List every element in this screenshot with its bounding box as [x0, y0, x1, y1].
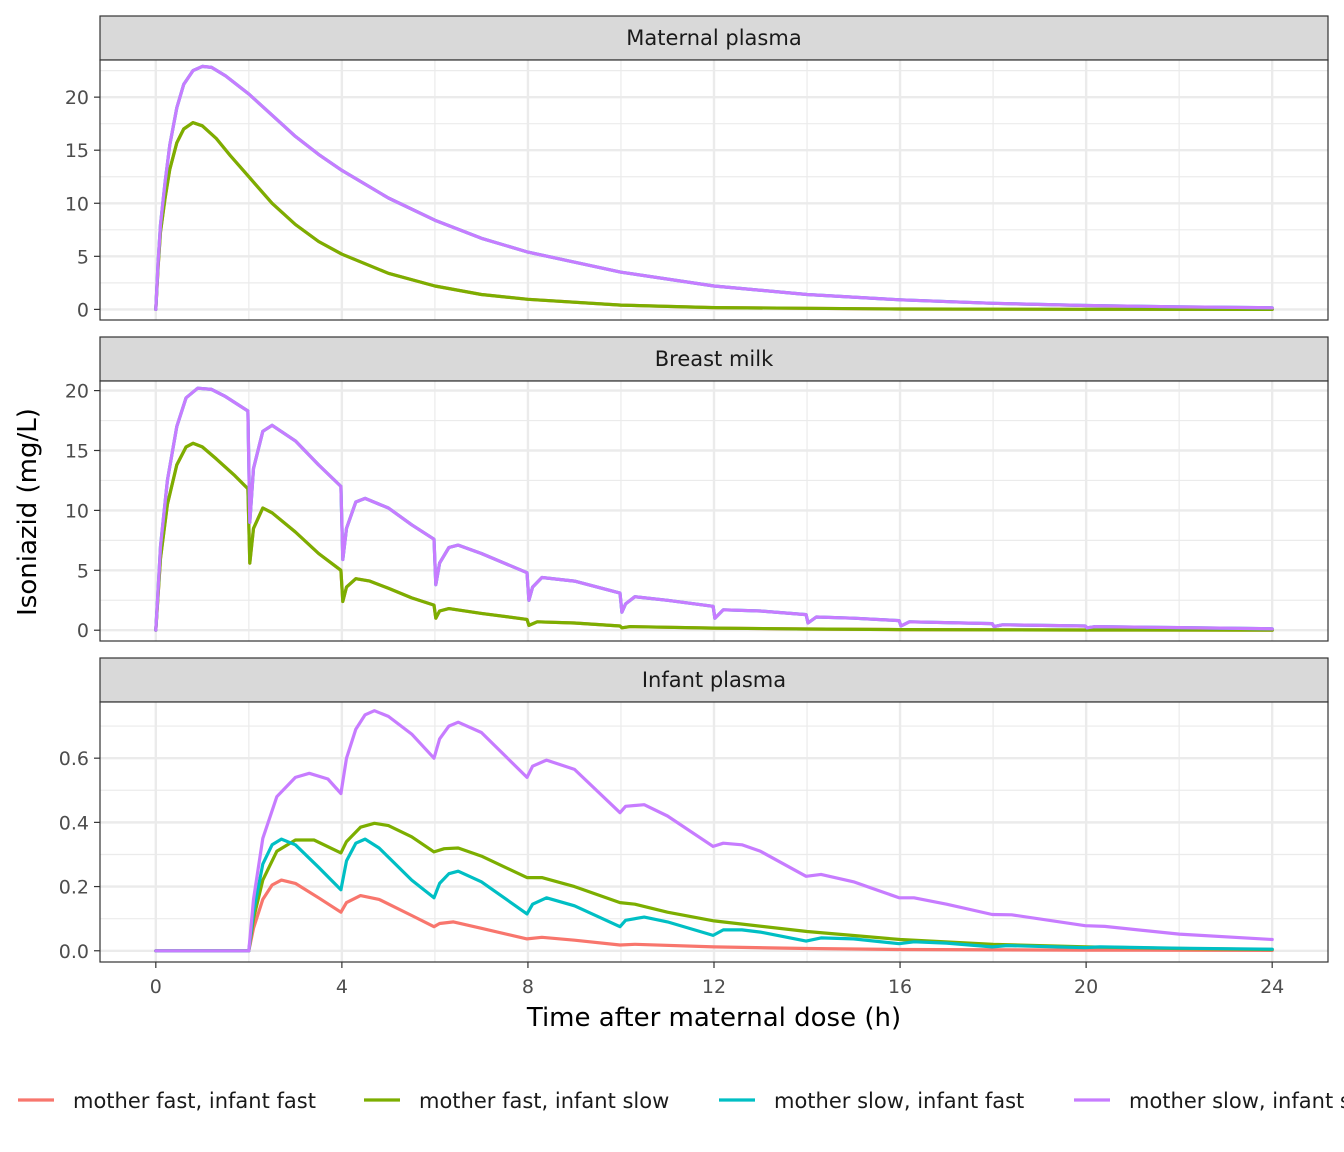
x-tick-label: 4 [336, 976, 348, 998]
facet-strip [99, 336, 1329, 382]
y-tick-label: 0 [77, 299, 89, 321]
legend-label: mother slow, infant slow [1129, 1089, 1344, 1113]
x-tick-label: 8 [522, 976, 534, 998]
facet-panels: Maternal plasma 0 5 10 15 20 Breast milk 0 5 10 15… [59, 15, 1329, 998]
legend: mother fast, infant fast mother fast, inf… [18, 1089, 1344, 1113]
panel-border [99, 59, 1329, 321]
y-tick-label: 0.0 [59, 941, 89, 963]
y-tick-label: 20 [65, 381, 89, 403]
series-line-mother-slow-infant-slow [154, 64, 1274, 311]
y-tick-label: 5 [77, 560, 89, 582]
legend-label: mother slow, infant fast [774, 1089, 1024, 1113]
y-tick-label: 0.4 [59, 812, 89, 834]
panel-2: Breast milk 0 5 10 15 20 [65, 336, 1329, 642]
y-tick-label: 5 [77, 246, 89, 268]
x-tick-label: 24 [1260, 976, 1284, 998]
x-axis-title: Time after maternal dose (h) [526, 1003, 901, 1033]
x-tick-label: 12 [702, 976, 726, 998]
legend-label: mother fast, infant fast [73, 1089, 316, 1113]
facet-strip-label: Maternal plasma [626, 26, 801, 50]
facet-strip-label: Infant plasma [642, 668, 786, 692]
panel-border [99, 380, 1329, 642]
y-tick-label: 10 [65, 500, 89, 522]
legend-label: mother fast, infant slow [419, 1089, 669, 1113]
series-line-mother-fast-infant-slow [154, 441, 1274, 632]
y-tick-label: 0.6 [59, 748, 89, 770]
y-tick-label: 0.2 [59, 877, 89, 899]
y-tick-label: 15 [65, 440, 89, 462]
series-line-mother-slow-infant-slow [154, 386, 1274, 632]
panel-3: Infant plasma 0.0 0.2 0.4 0.6 0 4 8 12 16 20 24 [59, 657, 1329, 998]
series-line-mother-slow-infant-slow [154, 709, 1274, 953]
x-tick-label: 20 [1074, 976, 1098, 998]
x-tick-label: 0 [150, 976, 162, 998]
series-line-mother-fast-infant-fast [154, 878, 1274, 953]
facet-strip-label: Breast milk [655, 347, 774, 371]
y-tick-label: 10 [65, 193, 89, 215]
y-axis-title: Isoniazid (mg/L) [13, 408, 43, 616]
series-line-mother-fast-infant-slow [154, 121, 1274, 311]
y-tick-label: 0 [77, 620, 89, 642]
facet-strip [99, 15, 1329, 61]
panel-1: Maternal plasma 0 5 10 15 20 [65, 15, 1329, 321]
y-tick-label: 20 [65, 87, 89, 109]
series-line-mother-slow-infant-fast [154, 837, 1274, 953]
y-tick-label: 15 [65, 140, 89, 162]
x-tick-label: 16 [888, 976, 912, 998]
